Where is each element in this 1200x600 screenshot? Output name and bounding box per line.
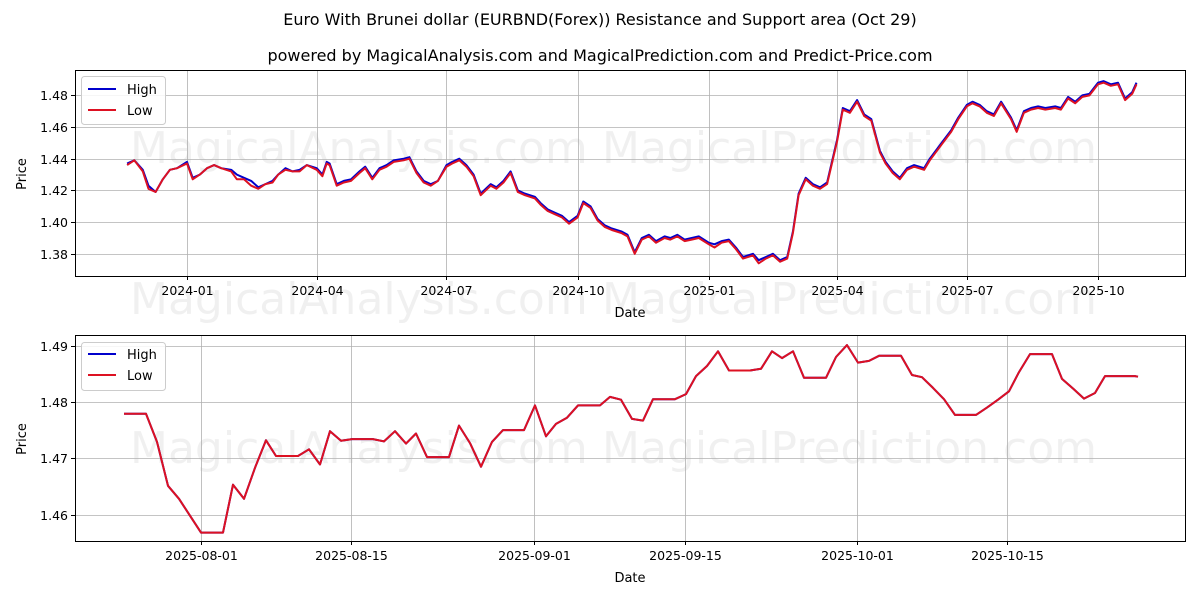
bottom-legend: High Low: [81, 342, 166, 391]
x-tick-label: 2025-10: [1072, 283, 1124, 298]
top-y-axis-label: Price: [15, 158, 30, 190]
legend-high-label: High: [127, 348, 157, 363]
watermark-bottom-left: MagicalAnalysis.com: [130, 423, 588, 474]
y-tick-label: 1.48: [40, 88, 68, 103]
top-grid: [75, 70, 1185, 276]
y-tick-label: 1.44: [40, 152, 68, 167]
y-tick-label: 1.48: [40, 395, 68, 410]
bottom-tick-labels: 1.46 1.47 1.48 1.49 2025-08-01 2025-08-15 2025…: [40, 339, 1044, 563]
x-tick-label: 2025-09-01: [498, 548, 571, 563]
top-tick-labels: 1.38 1.40 1.42 1.44 1.46 1.48 2024-01 2024-04 20…: [40, 88, 1125, 298]
x-tick-label: 2024-01: [161, 283, 213, 298]
top-axes-frame: [75, 70, 1186, 277]
x-tick-label: 2025-09-15: [649, 548, 722, 563]
watermark-top-left: MagicalAnalysis.com: [130, 123, 588, 174]
x-tick-label: 2025-01: [683, 283, 735, 298]
legend-low-label: Low: [127, 104, 153, 119]
x-tick-label: 2025-07: [941, 283, 993, 298]
y-tick-label: 1.49: [40, 339, 68, 354]
watermark-mid-right: MagicalPrediction.com: [602, 274, 1097, 325]
watermark-mid-left: MagicalAnalysis.com: [130, 274, 588, 325]
low-series-line: [126, 81, 1138, 265]
y-tick-label: 1.46: [40, 508, 68, 523]
top-price-lines: [126, 80, 1138, 265]
x-tick-label: 2025-10-01: [821, 548, 894, 563]
low-series-line: [124, 344, 1139, 534]
y-tick-label: 1.47: [40, 451, 68, 466]
bottom-y-axis-label: Price: [15, 423, 30, 455]
legend-high-label: High: [127, 83, 157, 98]
y-tick-label: 1.40: [40, 215, 68, 230]
bottom-axes-frame: [75, 335, 1186, 542]
bottom-x-axis-label: Date: [614, 571, 645, 586]
bottom-price-lines: [124, 344, 1139, 534]
chart-subtitle: powered by MagicalAnalysis.com and Magic…: [267, 46, 933, 65]
y-tick-label: 1.38: [40, 247, 68, 262]
x-tick-label: 2024-04: [291, 283, 343, 298]
y-tick-label: 1.46: [40, 120, 68, 135]
top-x-axis-label: Date: [614, 306, 645, 321]
y-tick-label: 1.42: [40, 183, 68, 198]
x-tick-label: 2025-08-15: [315, 548, 388, 563]
x-tick-label: 2025-04: [811, 283, 863, 298]
x-tick-label: 2025-08-01: [165, 548, 238, 563]
top-chart-panel: 1.38 1.40 1.42 1.44 1.46 1.48 2024-01 2024-04 20…: [15, 70, 1186, 321]
x-tick-label: 2024-07: [420, 283, 472, 298]
x-tick-label: 2025-10-15: [971, 548, 1044, 563]
chart-title: Euro With Brunei dollar (EURBND(Forex)) …: [283, 10, 917, 29]
watermark-bottom-right: MagicalPrediction.com: [602, 423, 1097, 474]
watermark-top-right: MagicalPrediction.com: [602, 123, 1097, 174]
x-tick-label: 2024-10: [552, 283, 604, 298]
bottom-chart-panel: 1.46 1.47 1.48 1.49 2025-08-01 2025-08-15 2025…: [15, 335, 1186, 586]
top-legend: High Low: [81, 76, 166, 125]
legend-low-label: Low: [127, 369, 153, 384]
bottom-grid: [75, 335, 1185, 541]
